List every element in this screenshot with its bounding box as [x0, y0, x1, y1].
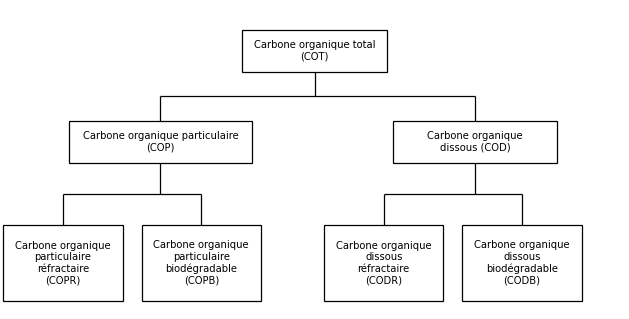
- FancyBboxPatch shape: [393, 121, 557, 163]
- FancyBboxPatch shape: [242, 30, 387, 72]
- Text: Carbone organique
particulaire
réfractaire
(COPR): Carbone organique particulaire réfractai…: [15, 241, 111, 286]
- Text: Carbone organique
dissous
biodégradable
(CODB): Carbone organique dissous biodégradable …: [474, 241, 570, 286]
- Text: Carbone organique
dissous
réfractaire
(CODR): Carbone organique dissous réfractaire (C…: [336, 241, 431, 286]
- FancyBboxPatch shape: [462, 225, 582, 301]
- Text: Carbone organique particulaire
(COP): Carbone organique particulaire (COP): [82, 131, 238, 153]
- FancyBboxPatch shape: [324, 225, 443, 301]
- FancyBboxPatch shape: [69, 121, 252, 163]
- FancyBboxPatch shape: [3, 225, 123, 301]
- Text: Carbone organique total
(COT): Carbone organique total (COT): [253, 40, 376, 62]
- Text: Carbone organique
particulaire
biodégradable
(COPB): Carbone organique particulaire biodégrad…: [153, 241, 249, 286]
- FancyBboxPatch shape: [142, 225, 261, 301]
- Text: Carbone organique
dissous (COD): Carbone organique dissous (COD): [427, 131, 523, 153]
